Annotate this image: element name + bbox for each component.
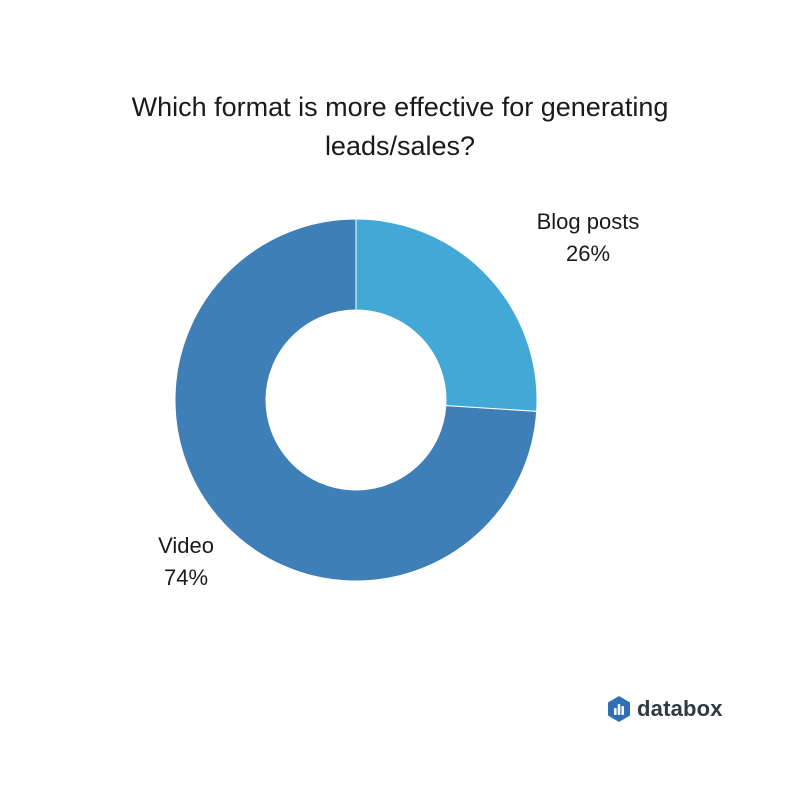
slice-video bbox=[174, 218, 538, 582]
slice-name-blog-posts: Blog posts bbox=[536, 209, 640, 234]
slice-name-video: Video bbox=[158, 533, 214, 558]
slice-label-video: Video 74% bbox=[124, 530, 248, 594]
chart-title: Which format is more effective for gener… bbox=[131, 92, 669, 161]
databox-brand: databox bbox=[608, 694, 723, 724]
logo-bar-3 bbox=[621, 706, 624, 715]
slice-blog-posts bbox=[355, 218, 538, 412]
slice-label-blog-posts: Blog posts 26% bbox=[508, 206, 668, 270]
logo-bar-2 bbox=[617, 704, 621, 715]
slice-value-blog-posts: 26% bbox=[565, 241, 611, 266]
logo-bar-1 bbox=[614, 708, 617, 715]
brand-name: databox bbox=[637, 696, 723, 721]
slice-value-video: 74% bbox=[163, 565, 209, 590]
databox-logo-icon bbox=[608, 696, 630, 722]
